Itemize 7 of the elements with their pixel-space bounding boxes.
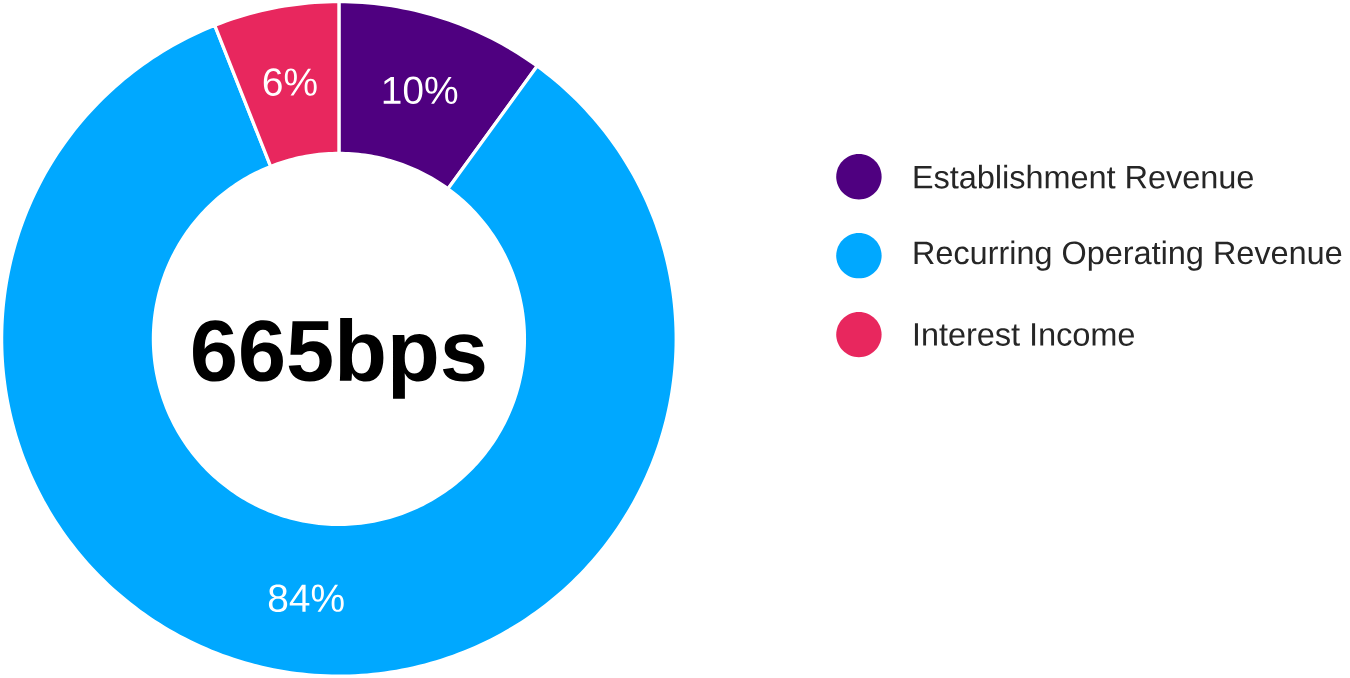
legend-label: Establishment Revenue [914,164,1253,189]
data-label: 84% [268,584,344,613]
data-label: 10% [383,76,458,105]
legend-label: Recurring Operating Revenue [914,240,1342,271]
text: 665bps [193,318,485,399]
legend-label: Interest Income [914,323,1134,346]
data-label: 6% [263,68,317,96]
